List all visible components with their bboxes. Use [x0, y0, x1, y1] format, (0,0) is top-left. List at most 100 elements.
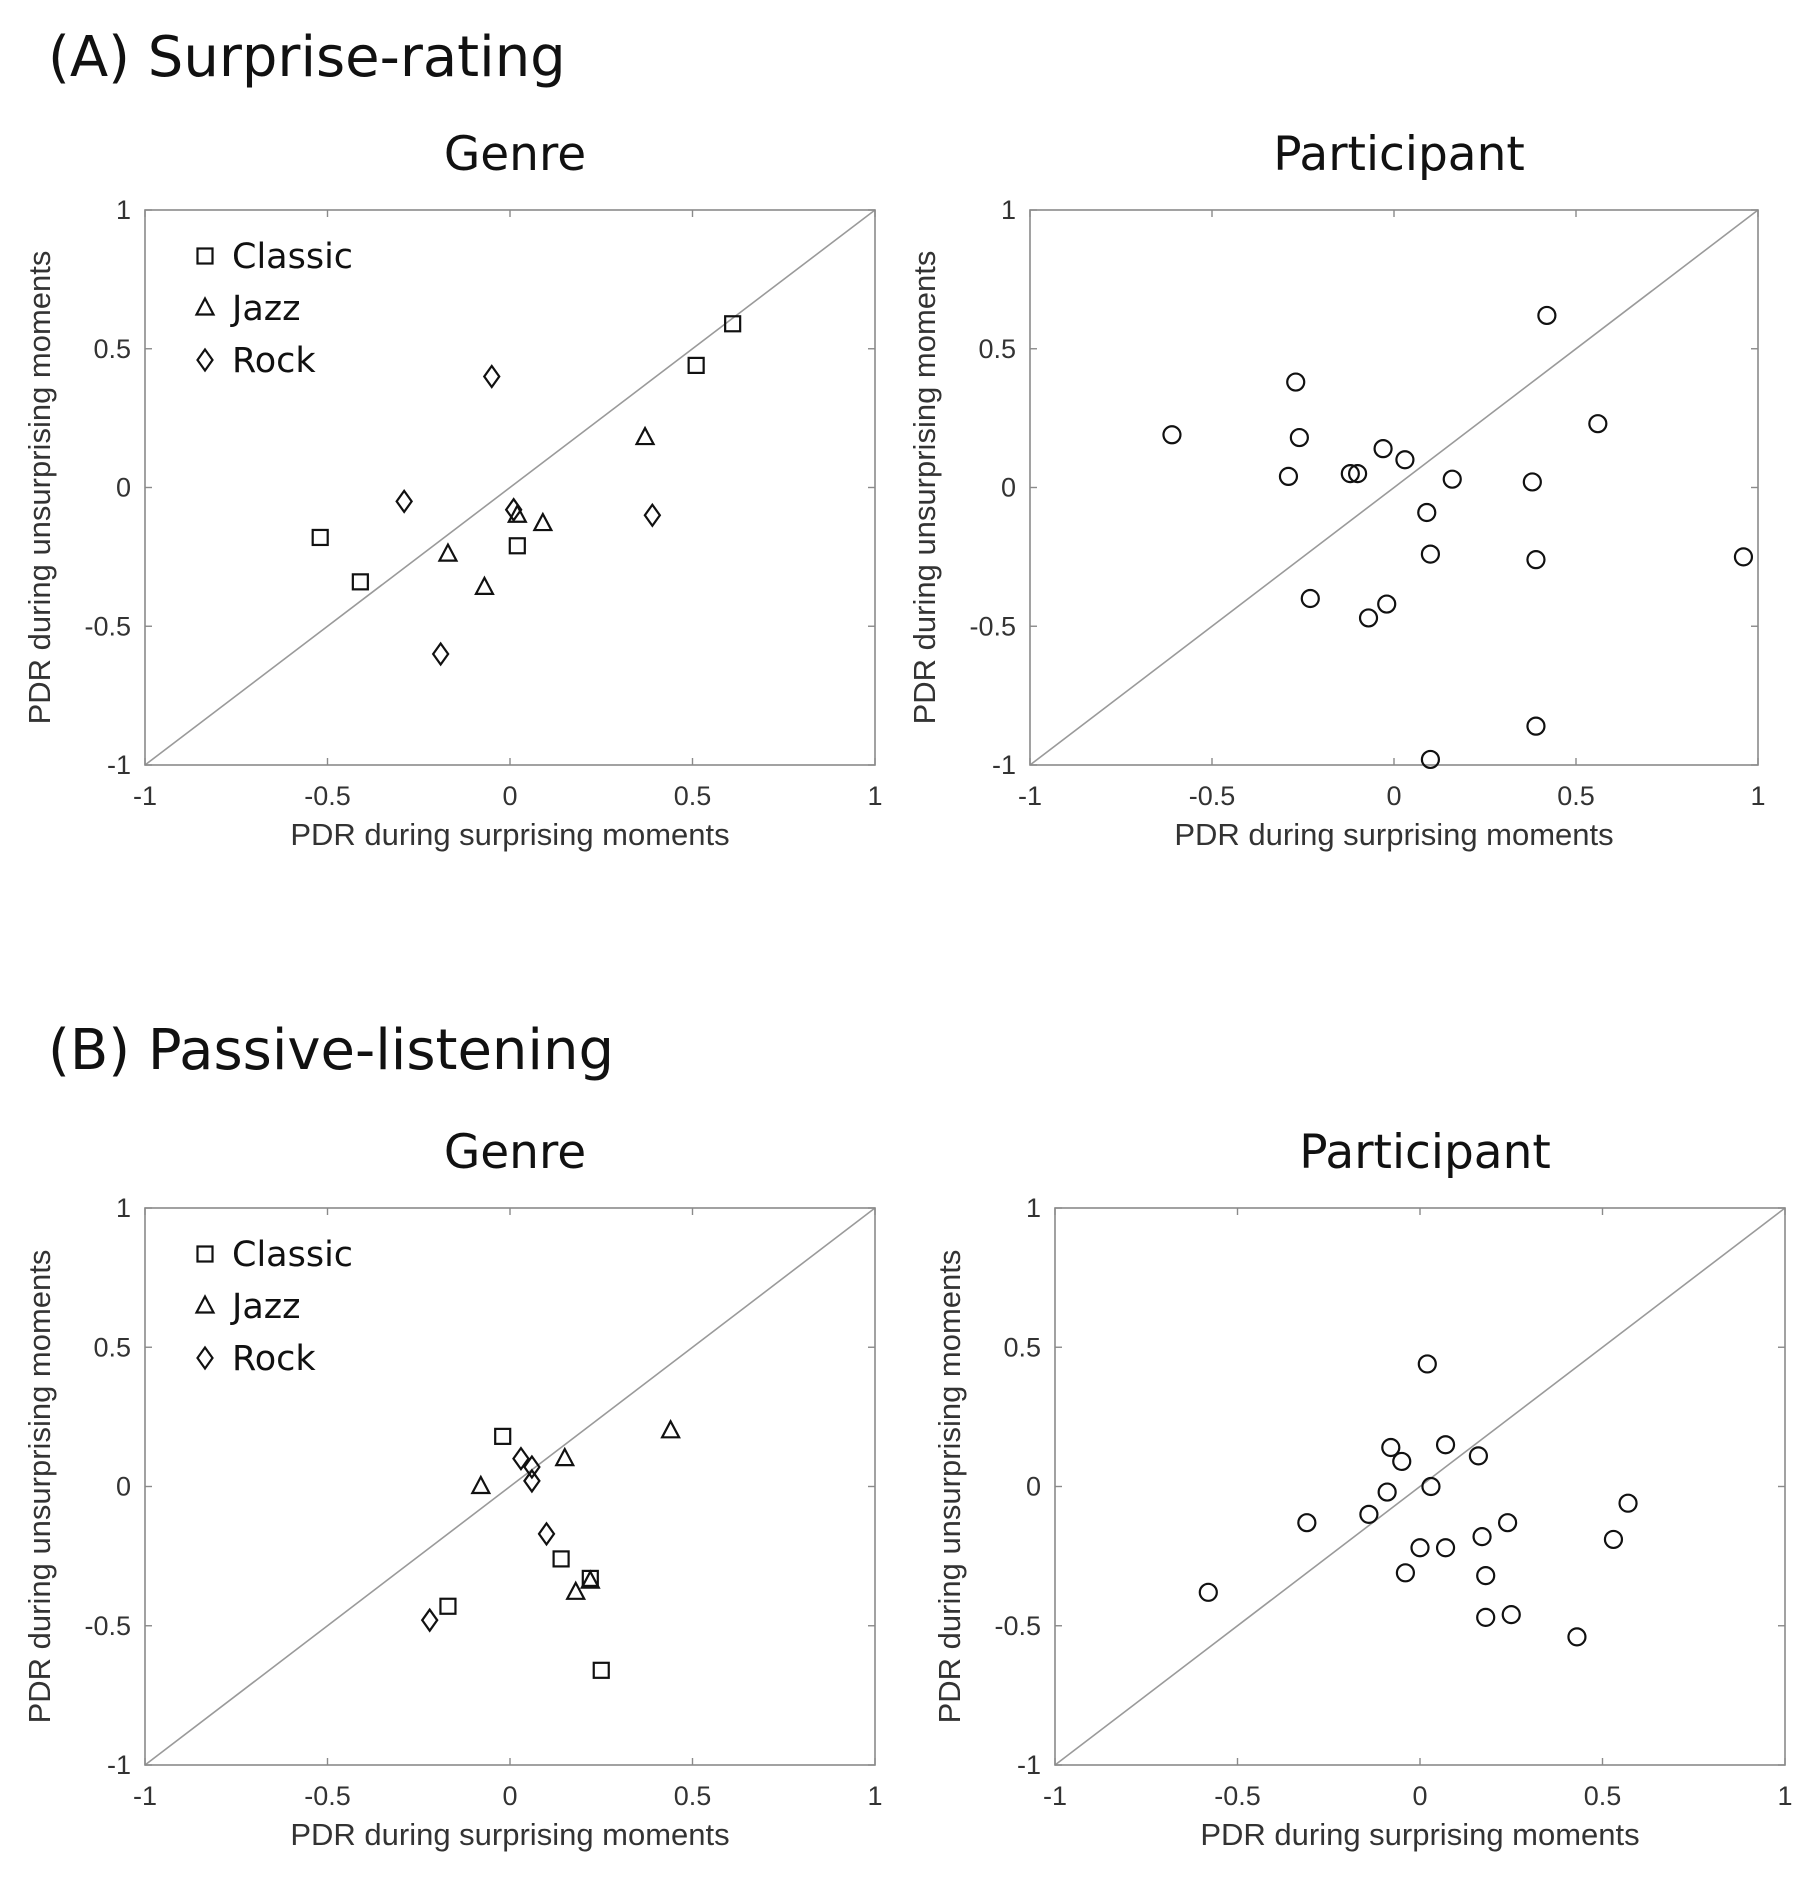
triangle-point	[470, 1474, 492, 1495]
circle-point	[1442, 469, 1462, 489]
diamond-point	[431, 641, 450, 667]
circle-point	[1435, 1435, 1456, 1455]
square-point	[552, 1550, 570, 1568]
circle-point	[1603, 1529, 1624, 1550]
circle-point	[1537, 305, 1557, 326]
panel-title: Genre	[444, 127, 586, 182]
y-tick-label: -1	[1017, 1750, 1041, 1780]
triangle-point	[554, 1446, 576, 1467]
y-axis-label: PDR during unsurprising moments	[907, 251, 942, 725]
circle-point	[1359, 1504, 1379, 1524]
x-tick-label: 0.5	[1584, 1781, 1622, 1811]
y-tick-label: -0.5	[994, 1611, 1041, 1641]
x-tick-label: -0.5	[304, 781, 351, 811]
circle-point	[1297, 1513, 1317, 1533]
circle-point	[1392, 1451, 1412, 1472]
circle-point	[1377, 1482, 1397, 1502]
x-tick-label: -1	[1018, 781, 1042, 811]
legend-label-rock: Rock	[232, 1339, 316, 1379]
series-classic	[311, 315, 742, 591]
circle-point	[1588, 414, 1608, 434]
scatter-panel: Participant -1-1 -0.5 -0.5 0 0 0.5 0.5 1 1 PDR dur…	[907, 127, 1766, 852]
x-tick-label: -1	[133, 781, 157, 811]
circle-point	[1381, 1437, 1401, 1458]
y-tick-label: 0.5	[93, 1332, 131, 1362]
triangle-point	[565, 1580, 587, 1600]
circle-point	[1377, 594, 1397, 614]
series-jazz	[437, 425, 656, 596]
series-participants	[1198, 1354, 1638, 1647]
series-jazz	[470, 1418, 681, 1600]
diamond-point	[537, 1521, 556, 1547]
legend-label-jazz: Jazz	[230, 289, 301, 329]
y-tick-label: 0	[116, 1472, 131, 1502]
y-tick-label: 1	[116, 195, 131, 225]
circle-point	[1501, 1605, 1521, 1625]
circle-point	[1198, 1582, 1218, 1602]
legend-diamond-icon	[196, 347, 214, 373]
x-tick-label: 0.5	[674, 781, 712, 811]
series-rock	[420, 1446, 556, 1633]
circle-point	[1410, 1538, 1430, 1558]
panel-title: Participant	[1299, 1125, 1551, 1180]
x-tick-label: 0	[502, 781, 517, 811]
triangle-point	[437, 542, 459, 562]
circle-point	[1420, 544, 1441, 564]
legend-diamond-icon	[196, 1345, 214, 1371]
x-axis-label: PDR during surprising moments	[290, 817, 729, 852]
y-axis-label: PDR during unsurprising moments	[22, 1250, 57, 1724]
identity-line	[144, 209, 876, 766]
circle-point	[1278, 466, 1299, 486]
diamond-point	[523, 1454, 541, 1480]
legend-label-rock: Rock	[232, 341, 316, 381]
circle-point	[1286, 372, 1306, 392]
section-a-label: (A) Surprise-rating	[48, 25, 566, 90]
y-tick-label: 1	[1001, 195, 1016, 225]
circle-point	[1435, 1538, 1456, 1558]
circle-point	[1733, 547, 1754, 567]
y-tick-label: -0.5	[969, 611, 1016, 641]
diamond-point	[504, 497, 523, 523]
circle-point	[1476, 1607, 1496, 1627]
diamond-point	[512, 1446, 530, 1472]
y-axis-label: PDR during unsurprising moments	[22, 251, 57, 725]
y-tick-label: 0.5	[978, 334, 1016, 364]
triangle-point	[634, 425, 656, 446]
y-tick-label: 0.5	[1003, 1332, 1041, 1362]
legend: Classic Jazz Rock	[194, 1235, 353, 1379]
x-tick-label: 1	[867, 781, 882, 811]
y-tick-label: -0.5	[84, 611, 131, 641]
square-point	[494, 1427, 512, 1445]
x-tick-label: 1	[1750, 781, 1765, 811]
legend-label-classic: Classic	[232, 237, 353, 277]
y-tick-label: 0.5	[93, 334, 131, 364]
legend-square-icon	[196, 247, 214, 265]
legend-label-classic: Classic	[232, 1235, 353, 1275]
x-tick-label: 1	[867, 1781, 882, 1811]
diamond-point	[643, 502, 662, 528]
identity-line	[1029, 209, 1759, 766]
circle-point	[1526, 716, 1546, 736]
square-point	[351, 573, 369, 591]
circle-point	[1340, 464, 1360, 484]
circle-point	[1468, 1446, 1489, 1466]
x-axis-label: PDR during surprising moments	[290, 1817, 729, 1852]
circle-point	[1417, 502, 1437, 523]
circle-point	[1347, 464, 1368, 484]
circle-point	[1526, 550, 1546, 570]
circle-point	[1417, 1354, 1437, 1374]
x-tick-label: -1	[1043, 1781, 1067, 1811]
legend: Classic Jazz Rock	[194, 237, 353, 381]
triangle-point	[660, 1418, 681, 1439]
circle-point	[1395, 1563, 1416, 1583]
scatter-panel: Genre -1-1 -0.5 -0.5 0 0 0.5 0.5 1 1 PDR during su…	[22, 1125, 883, 1852]
circle-point	[1289, 427, 1309, 448]
x-tick-label: -0.5	[1189, 781, 1236, 811]
circle-point	[1373, 439, 1393, 459]
x-tick-label: -0.5	[304, 1781, 351, 1811]
x-axis-label: PDR during surprising moments	[1200, 1817, 1639, 1852]
circle-point	[1300, 588, 1320, 609]
circle-point	[1618, 1493, 1638, 1513]
circle-point	[1476, 1566, 1496, 1586]
